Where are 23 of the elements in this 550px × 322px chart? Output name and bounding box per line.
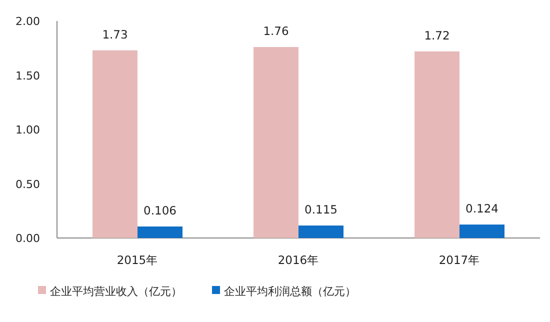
bar xyxy=(460,224,504,238)
data-label: 1.73 xyxy=(102,27,128,42)
bar xyxy=(414,51,460,238)
bar xyxy=(254,47,298,238)
legend-label: 企业平均利润总额（亿元） xyxy=(224,285,356,298)
plot: 0.00 0.50 1.00 1.50 2.00 1.73 1.76 1.72 0.106 0.115 0.124 2015年 2016年 2017年 xyxy=(16,15,540,267)
bar xyxy=(298,226,344,238)
y-tick-label: 2.00 xyxy=(16,15,40,28)
y-tick-label: 0.50 xyxy=(16,178,40,191)
x-tick-label: 2016年 xyxy=(278,253,320,267)
data-label: 0.115 xyxy=(304,202,338,217)
x-tick-label: 2015年 xyxy=(116,253,158,267)
y-tick-label: 1.00 xyxy=(16,124,40,136)
data-label: 0.106 xyxy=(144,204,176,218)
bar xyxy=(138,226,182,238)
y-tick-label: 0.00 xyxy=(16,232,40,245)
legend-label: 企业平均营业收入（亿元） xyxy=(50,285,182,298)
data-label: 0.124 xyxy=(466,202,498,216)
x-tick-label: 2017年 xyxy=(438,253,480,267)
data-label: 1.72 xyxy=(424,28,450,42)
data-label: 1.76 xyxy=(263,24,289,38)
y-tick-label: 1.50 xyxy=(16,69,40,82)
bar xyxy=(92,50,138,238)
